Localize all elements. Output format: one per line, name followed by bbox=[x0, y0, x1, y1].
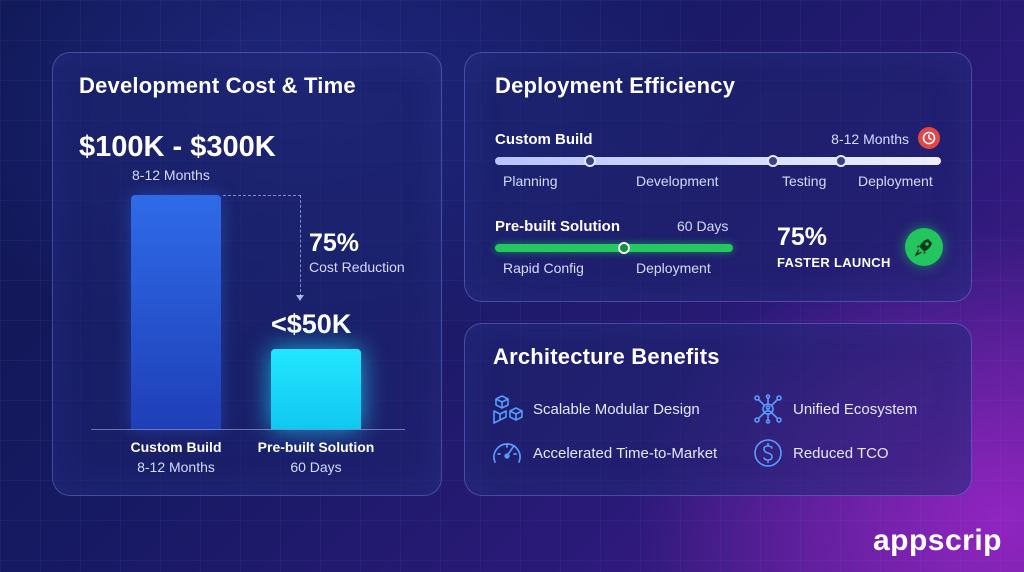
timeline-marker bbox=[618, 242, 630, 254]
architecture-card: Architecture Benefits Scalable Modular D… bbox=[464, 323, 972, 496]
benefit-label: Unified Ecosystem bbox=[793, 400, 918, 418]
category-sub-prebuilt: 60 Days bbox=[290, 459, 342, 475]
arrow-down-icon bbox=[296, 295, 304, 301]
custom-duration: 8-12 Months bbox=[132, 167, 210, 183]
cubes-icon bbox=[493, 395, 523, 424]
benefit-label: Reduced TCO bbox=[793, 444, 889, 462]
phase-label: Deployment bbox=[858, 173, 933, 189]
custom-price: $100K - $300K bbox=[79, 131, 276, 163]
benefit-item: Reduced TCO bbox=[753, 438, 889, 468]
network-icon bbox=[754, 394, 782, 424]
prebuilt-price: <$50K bbox=[271, 309, 352, 339]
phase-label: Development bbox=[636, 173, 719, 189]
benefit-label: Accelerated Time-to-Market bbox=[533, 444, 718, 462]
category-label-prebuilt: Pre-built Solution bbox=[257, 439, 375, 455]
prebuilt-timeline bbox=[495, 244, 733, 252]
cost-reduction-label: Cost Reduction bbox=[309, 259, 405, 275]
custom-build-label: Custom Build bbox=[495, 131, 593, 148]
rocket-icon bbox=[905, 228, 943, 266]
clock-icon bbox=[918, 127, 940, 149]
connector-line-vertical bbox=[300, 195, 301, 297]
custom-build-bar bbox=[131, 195, 221, 429]
benefit-item: Unified Ecosystem bbox=[753, 394, 917, 424]
cost-card-title: Development Cost & Time bbox=[79, 73, 356, 98]
timeline-marker bbox=[767, 155, 779, 167]
prebuilt-solution-bar bbox=[271, 349, 361, 429]
cost-reduction-pct: 75% bbox=[309, 229, 360, 257]
deployment-card: Deployment Efficiency Custom Build 8-12 … bbox=[464, 52, 972, 302]
benefit-label: Scalable Modular Design bbox=[533, 400, 700, 418]
phase-label: Deployment bbox=[636, 260, 711, 276]
prebuilt-solution-label: Pre-built Solution bbox=[495, 218, 620, 235]
benefit-item: Accelerated Time-to-Market bbox=[491, 438, 717, 468]
chart-baseline bbox=[91, 429, 405, 430]
dollar-icon bbox=[754, 439, 782, 467]
phase-label: Testing bbox=[782, 173, 827, 189]
brand-logo: appscrip bbox=[872, 524, 1002, 557]
category-sub-custom: 8-12 Months bbox=[137, 459, 215, 475]
cost-card: Development Cost & Time $100K - $300K 8-… bbox=[52, 52, 442, 496]
deployment-card-title: Deployment Efficiency bbox=[495, 73, 736, 98]
category-label-custom: Custom Build bbox=[130, 439, 222, 455]
custom-build-duration: 8-12 Months bbox=[831, 131, 909, 147]
faster-launch-pct: 75% bbox=[777, 223, 828, 251]
phase-label: Planning bbox=[503, 173, 558, 189]
faster-launch-label: FASTER LAUNCH bbox=[777, 255, 891, 270]
architecture-card-title: Architecture Benefits bbox=[493, 344, 720, 369]
connector-line bbox=[223, 195, 301, 196]
prebuilt-solution-duration: 60 Days bbox=[677, 218, 729, 234]
timeline-marker bbox=[835, 155, 847, 167]
speedometer-icon bbox=[493, 443, 521, 463]
phase-label: Rapid Config bbox=[503, 260, 584, 276]
timeline-marker bbox=[584, 155, 596, 167]
custom-build-timeline bbox=[495, 157, 941, 165]
benefit-item: Scalable Modular Design bbox=[491, 394, 700, 424]
